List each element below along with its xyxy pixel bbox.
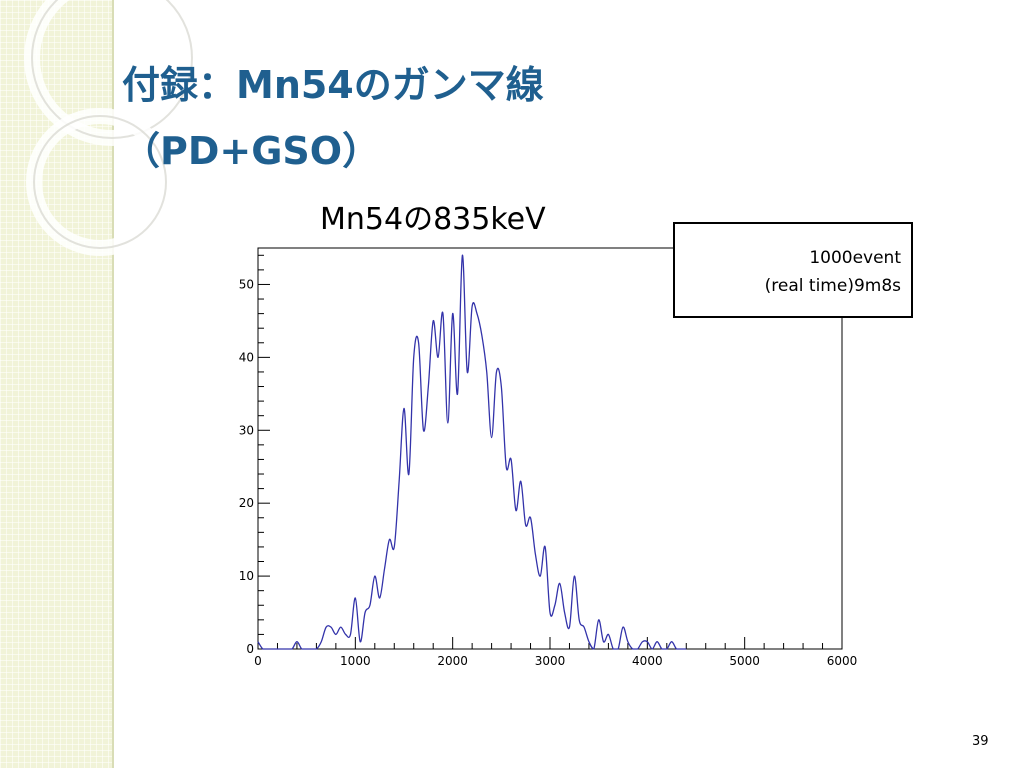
sidebar-divider (112, 0, 114, 768)
x-tick-label: 4000 (632, 654, 663, 668)
slide-title: 付録：Mn54のガンマ線 (122, 63, 544, 107)
x-tick-label: 5000 (729, 654, 760, 668)
decorative-rings (24, 0, 200, 256)
data-series-line (257, 254, 687, 650)
y-tick-label: 50 (239, 277, 254, 291)
event-count-text: 1000event (809, 248, 901, 268)
decorative-ring-upper-outline (31, 0, 193, 139)
x-tick-label: 0 (254, 654, 262, 668)
real-time-text: (real time)9m8s (764, 276, 901, 296)
page-number: 39 (972, 734, 989, 749)
slide-subtitle: （PD+GSO） (122, 129, 381, 173)
y-tick-label: 30 (239, 423, 254, 437)
x-tick-label: 2000 (437, 654, 468, 668)
y-tick-label: 20 (239, 496, 254, 510)
event-info-box: 1000event (real time)9m8s (673, 222, 913, 318)
x-tick-label: 6000 (827, 654, 858, 668)
y-tick-label: 10 (239, 569, 254, 583)
chart-tick-labels: 0 1000 2000 3000 4000 5000 6000 0 10 20 30 40 50 (239, 277, 858, 668)
x-tick-label: 1000 (340, 654, 371, 668)
chart-axes (257, 247, 843, 650)
chart-heading: Mn54の835keV (320, 202, 546, 237)
x-tick-label: 3000 (535, 654, 566, 668)
y-tick-label: 0 (246, 642, 254, 656)
decorative-ring-lower-outline (33, 115, 167, 249)
y-tick-label: 40 (239, 350, 254, 364)
